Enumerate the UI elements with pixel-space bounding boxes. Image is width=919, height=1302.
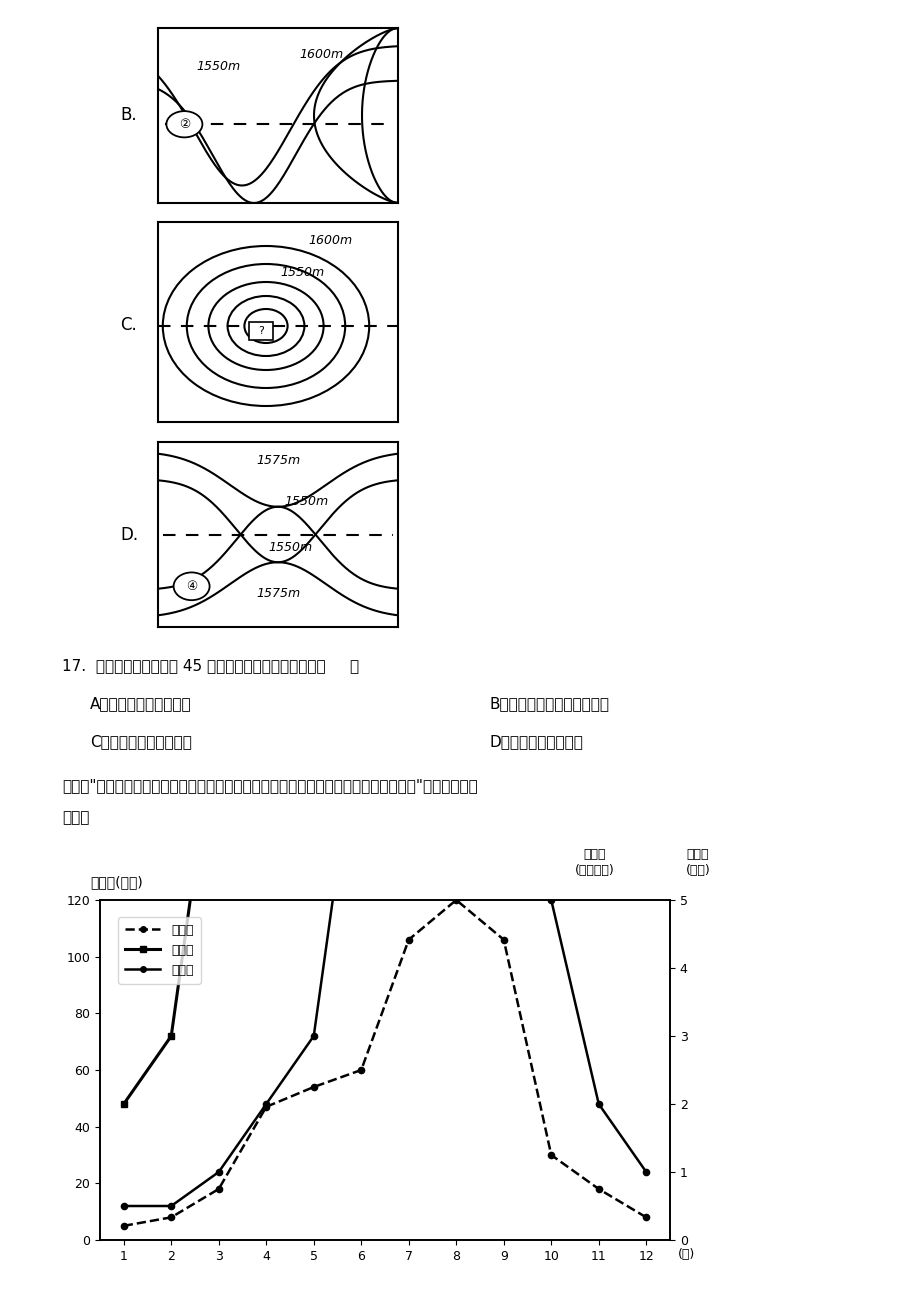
Text: 1600m: 1600m: [299, 48, 343, 61]
输沙量: [640, 1164, 651, 1180]
Text: B.: B.: [119, 105, 137, 124]
降水量: [450, 892, 461, 907]
Circle shape: [166, 111, 202, 138]
Line: 输沙量: 输沙量: [120, 0, 649, 1210]
输沙量: [545, 892, 556, 907]
Ellipse shape: [209, 283, 323, 370]
Line: 径流量: 径流量: [120, 0, 649, 1107]
输沙量: [356, 689, 367, 704]
Bar: [249, 322, 273, 340]
降水量: [213, 1181, 224, 1197]
Ellipse shape: [163, 246, 369, 406]
降水量: [165, 1210, 176, 1225]
Text: 小题。: 小题。: [62, 810, 89, 825]
降水量: [545, 1147, 556, 1163]
Text: 输沙量: 输沙量: [686, 848, 709, 861]
Text: ④: ④: [186, 579, 197, 592]
Legend: 降水量, 径流量, 输沙量: 降水量, 径流量, 输沙量: [119, 917, 200, 984]
Text: 径流量: 径流量: [584, 848, 606, 861]
Text: (亿立方米): (亿立方米): [574, 865, 614, 878]
输沙量: [260, 1096, 271, 1112]
Text: 1550m: 1550m: [196, 60, 240, 73]
Text: 17.  悬臂长城筑于坡度约 45 度的山脊之上的主要原因是（     ）: 17. 悬臂长城筑于坡度约 45 度的山脊之上的主要原因是（ ）: [62, 658, 358, 673]
Text: D．展示高超建筑工艺: D．展示高超建筑工艺: [490, 734, 584, 749]
输沙量: [593, 1096, 604, 1112]
Ellipse shape: [244, 309, 288, 342]
径流量: [165, 1029, 176, 1044]
Line: 降水量: 降水量: [120, 897, 649, 1229]
Text: 1575m: 1575m: [255, 587, 300, 600]
降水量: [260, 1099, 271, 1115]
Ellipse shape: [227, 296, 304, 355]
Text: 降水量(毫米): 降水量(毫米): [90, 875, 142, 889]
径流量: [213, 689, 224, 704]
径流量: [640, 689, 651, 704]
降水量: [498, 932, 509, 948]
Text: 1550m: 1550m: [279, 266, 323, 279]
径流量: [308, 8, 319, 23]
径流量: [593, 212, 604, 228]
降水量: [640, 1210, 651, 1225]
径流量: [260, 8, 271, 23]
输沙量: [213, 1164, 224, 1180]
Text: D.: D.: [119, 526, 138, 544]
Text: (月): (月): [677, 1249, 695, 1262]
Text: 1550m: 1550m: [284, 495, 328, 508]
降水量: [593, 1181, 604, 1197]
Text: C．视野开阔，易守难攻: C．视野开阔，易守难攻: [90, 734, 192, 749]
降水量: [308, 1079, 319, 1095]
降水量: [356, 1062, 367, 1078]
Text: (亿吨): (亿吨): [685, 865, 709, 878]
降水量: [403, 932, 414, 948]
Ellipse shape: [187, 264, 345, 388]
输沙量: [119, 1198, 130, 1213]
输沙量: [498, 8, 509, 23]
Text: 1575m: 1575m: [255, 454, 300, 467]
Text: 如图为"我国某河流中游某水文观测站的多年月平均降水量、径流量、输沙量变化示意图"，据此完成各: 如图为"我国某河流中游某水文观测站的多年月平均降水量、径流量、输沙量变化示意图"…: [62, 779, 477, 793]
Text: ?: ?: [258, 326, 264, 336]
Text: C.: C.: [119, 316, 137, 335]
Text: 1550m: 1550m: [267, 540, 312, 553]
Text: 1600m: 1600m: [309, 233, 353, 246]
Circle shape: [174, 573, 210, 600]
Text: ②: ②: [178, 117, 190, 130]
Text: B．便于排水，减轻洪涝灾害: B．便于排水，减轻洪涝灾害: [490, 697, 609, 711]
输沙量: [308, 1029, 319, 1044]
降水量: [119, 1219, 130, 1234]
输沙量: [165, 1198, 176, 1213]
Text: A．坡度较缓，易于修建: A．坡度较缓，易于修建: [90, 697, 191, 711]
径流量: [119, 1096, 130, 1112]
